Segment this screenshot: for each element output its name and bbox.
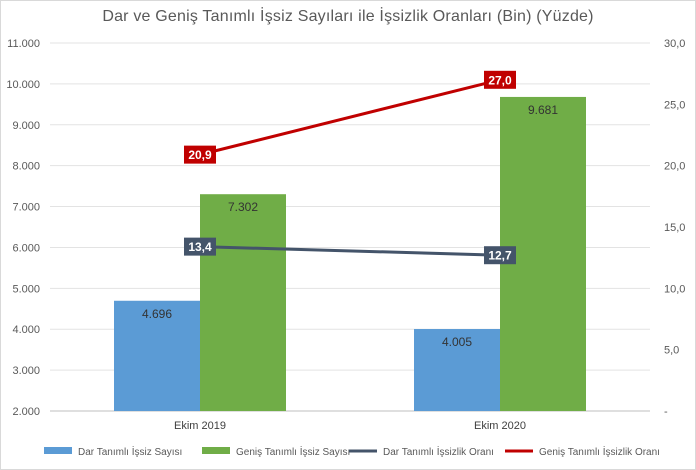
legend-label: Geniş Tanımlı İşsiz Sayısı: [236, 445, 350, 458]
point-data-label: 13,4: [188, 240, 212, 254]
legend-label: Geniş Tanımlı İşsizlik Oranı: [539, 445, 660, 458]
bar: [414, 329, 500, 411]
point-label-box: [484, 70, 516, 89]
y-left-tick-label: 4.000: [12, 324, 40, 336]
y-right-tick-label: 5,0: [664, 345, 679, 357]
bar-data-label: 4.005: [442, 335, 472, 349]
y-left-tick-label: 10.000: [6, 79, 40, 91]
y-left-tick-label: 7.000: [12, 202, 40, 214]
y-left-tick-label: 8.000: [12, 161, 40, 173]
series-line: [199, 78, 501, 157]
point-data-label: 20,9: [188, 148, 212, 162]
chart-title: Dar ve Geniş Tanımlı İşsiz Sayıları ile …: [102, 8, 594, 25]
series-line: [199, 245, 501, 257]
point-data-label: 12,7: [488, 249, 512, 263]
y-right-tick-label: 15,0: [664, 222, 685, 234]
bar: [114, 300, 200, 411]
y-right-tick-label: -: [664, 406, 668, 418]
bar: [200, 194, 286, 411]
y-right-tick-label: 10,0: [664, 283, 685, 295]
y-left-tick-label: 9.000: [12, 120, 40, 132]
point-data-label: 27,0: [488, 73, 512, 87]
bar-data-label: 7.302: [228, 200, 258, 214]
x-category-label: Ekim 2019: [174, 420, 226, 432]
y-left-tick-label: 3.000: [12, 365, 40, 377]
point-label-box: [184, 237, 216, 256]
legend-swatch: [202, 447, 230, 454]
bar-data-label: 4.696: [142, 307, 172, 321]
bar-data-label: 9.681: [528, 103, 558, 117]
y-left-tick-label: 2.000: [12, 406, 40, 418]
legend-label: Dar Tanımlı İşsiz Sayısı: [78, 445, 182, 458]
legend-swatch: [44, 447, 72, 454]
y-left-tick-label: 11.000: [7, 38, 40, 50]
y-right-tick-label: 25,0: [664, 99, 685, 111]
point-label-box: [484, 246, 516, 265]
point-label-box: [184, 145, 216, 164]
y-left-tick-label: 6.000: [12, 242, 40, 254]
y-right-tick-label: 20,0: [664, 161, 685, 173]
y-left-tick-label: 5.000: [12, 283, 40, 295]
x-category-label: Ekim 2020: [474, 420, 526, 432]
legend-label: Dar Tanımlı İşsizlik Oranı: [383, 445, 494, 458]
y-right-tick-label: 30,0: [664, 38, 685, 50]
